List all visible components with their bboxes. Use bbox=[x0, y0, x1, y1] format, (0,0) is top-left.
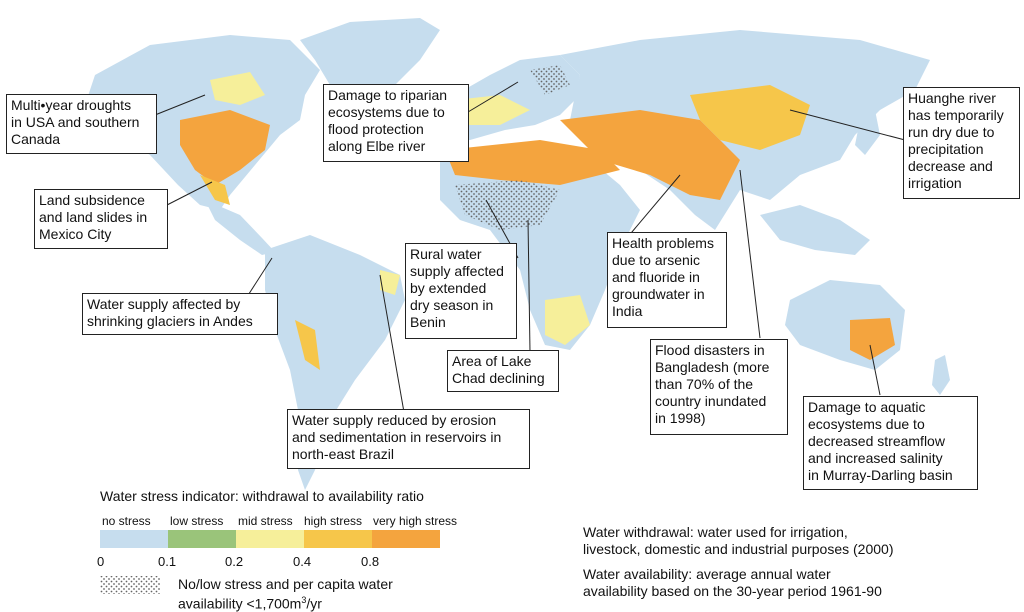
legend-tick-0.8: 0.8 bbox=[361, 554, 380, 569]
legend-title: Water stress indicator: withdrawal to av… bbox=[100, 488, 424, 504]
legend-category-no-stress: no stress bbox=[102, 514, 151, 528]
legend-hatch-sup: 3 bbox=[301, 595, 307, 605]
callout-benin: Rural water supply affected by extended … bbox=[405, 243, 517, 339]
note-water-availability: Water availability: average annual water… bbox=[583, 566, 882, 599]
legend-hatch-label-line1: No/low stress and per capita water bbox=[178, 576, 393, 592]
callout-murray-darling: Damage to aquatic ecosystems due to decr… bbox=[803, 396, 978, 490]
callout-lake-chad: Area of Lake Chad declining bbox=[447, 350, 559, 392]
northeast-brazil-mid-stress bbox=[380, 270, 400, 295]
callout-bangladesh-floods: Flood disasters in Bangladesh (more than… bbox=[650, 339, 788, 435]
europe-mid-stress bbox=[455, 95, 530, 125]
east-europe-hatch bbox=[530, 65, 570, 95]
legend-category-low-stress: low stress bbox=[170, 514, 224, 528]
legend-hatch-swatch bbox=[100, 576, 160, 594]
legend-hatch-unit: /yr bbox=[306, 595, 322, 612]
north-africa-high-stress bbox=[445, 140, 620, 185]
legend-tick-0: 0 bbox=[97, 554, 105, 569]
legend-hatch-label: No/low stress and per capita water avail… bbox=[178, 576, 393, 612]
middle-east-high-stress bbox=[560, 110, 740, 200]
sahel-hatch bbox=[455, 180, 560, 230]
callout-leaders bbox=[154, 81, 906, 419]
usa-mid-stress bbox=[210, 72, 265, 105]
mexico-high-stress bbox=[200, 175, 230, 205]
legend-tick-0.2: 0.2 bbox=[225, 554, 244, 569]
callout-india-groundwater: Health problems due to arsenic and fluor… bbox=[607, 232, 727, 328]
stress-overlays bbox=[180, 65, 895, 370]
legend-category-very-high-stress: very high stress bbox=[373, 514, 458, 528]
callout-northeast-brazil: Water supply reduced by erosion and sedi… bbox=[287, 409, 530, 469]
southeast-asia bbox=[760, 205, 870, 255]
australia-high-stress bbox=[850, 318, 895, 360]
legend-swatch-low-stress bbox=[168, 530, 236, 548]
legend-swatch-very-high-stress bbox=[372, 530, 440, 548]
callout-usa-droughts: Multi•year droughts in USA and southern … bbox=[6, 94, 157, 154]
greenland bbox=[300, 18, 440, 105]
usa-high-stress bbox=[180, 110, 270, 185]
legend-swatch-mid-stress bbox=[236, 530, 304, 548]
japan bbox=[855, 110, 880, 155]
southern-africa-mid-stress bbox=[545, 295, 590, 345]
legend-colorbar bbox=[100, 530, 440, 548]
callout-andes-glaciers: Water supply affected by shrinking glaci… bbox=[82, 293, 278, 335]
legend-swatch-high-stress bbox=[304, 530, 372, 548]
legend-category-high-stress: high stress bbox=[304, 514, 363, 528]
legend-hatch-label-line2: availability <1,700m bbox=[178, 595, 302, 612]
legend-tick-0.4: 0.4 bbox=[293, 554, 312, 569]
note-water-withdrawal: Water withdrawal: water used for irrigat… bbox=[583, 524, 894, 557]
central-america bbox=[205, 200, 275, 255]
new-zealand bbox=[932, 355, 950, 395]
callout-mexico-city: Land subsidence and land slides in Mexic… bbox=[34, 189, 168, 249]
legend-swatch-no-stress bbox=[100, 530, 168, 548]
callout-elbe-river: Damage to riparian ecosystems due to flo… bbox=[323, 84, 469, 162]
callout-huanghe-river: Huanghe river has temporarily run dry du… bbox=[903, 87, 1020, 199]
china-high-stress bbox=[690, 85, 810, 150]
legend-tick-0.1: 0.1 bbox=[158, 554, 177, 569]
legend-category-mid-stress: mid stress bbox=[238, 514, 293, 528]
south-america-high-stress bbox=[295, 320, 320, 370]
